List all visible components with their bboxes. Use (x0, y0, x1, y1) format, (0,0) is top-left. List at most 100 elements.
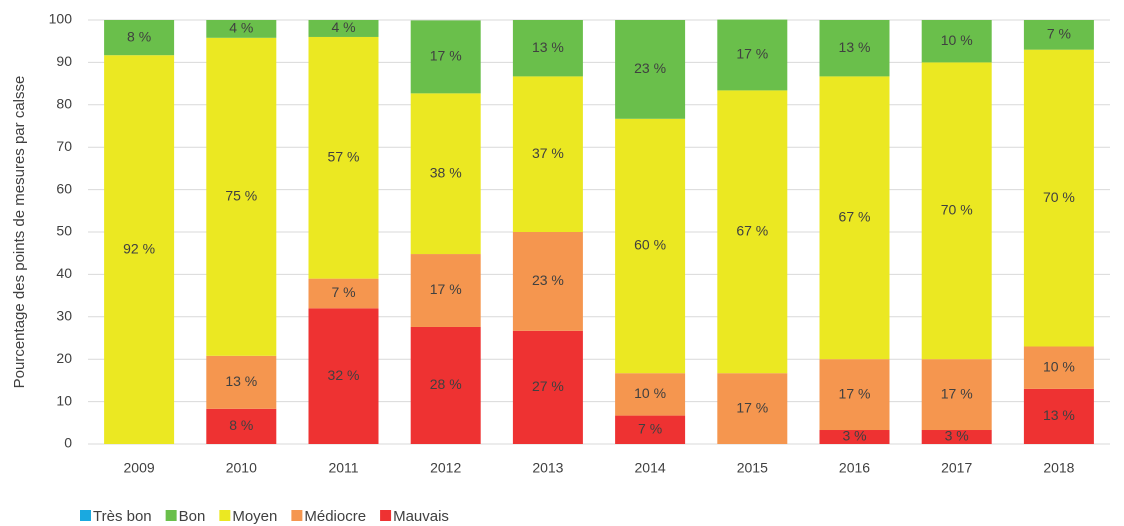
x-tick-label: 2009 (124, 460, 155, 476)
legend-swatch (291, 510, 303, 521)
bar-segment (1023, 49, 1094, 347)
bar-segment (717, 90, 788, 374)
bar-segment (1023, 346, 1094, 389)
bar-segment (410, 254, 481, 327)
y-axis-title: Pourcentage des points de mesures par ca… (11, 76, 28, 389)
x-tick-label: 2010 (226, 460, 257, 476)
bar-segment (104, 55, 175, 444)
legend-swatch (219, 510, 231, 521)
bar-segment (819, 76, 890, 360)
legend-label: Mauvais (393, 508, 449, 525)
data-label: 17 % (736, 46, 768, 62)
legend-label: Bon (179, 508, 206, 525)
legend-label: Médiocre (304, 508, 366, 525)
bar-segment (410, 326, 481, 444)
bar-segment (1023, 388, 1094, 444)
data-label: 10 % (634, 385, 666, 401)
y-tick-label: 70 (56, 138, 72, 154)
data-label: 7 % (638, 420, 662, 436)
data-label: 13 % (1043, 407, 1075, 423)
x-tick-label: 2016 (839, 460, 870, 476)
bar-segment (206, 20, 277, 38)
data-label: 4 % (229, 20, 253, 36)
bar-segment (308, 20, 379, 37)
data-label: 3 % (945, 428, 969, 444)
x-tick-label: 2015 (737, 460, 768, 476)
bar-segment (921, 430, 992, 444)
bar-segment (615, 373, 686, 416)
data-label: 13 % (532, 39, 564, 55)
bar-segment (512, 20, 583, 77)
legend-label: Très bon (93, 508, 152, 525)
bar-segment (512, 330, 583, 444)
bar-segment (308, 308, 379, 444)
legend-swatch (80, 510, 91, 521)
data-label: 17 % (736, 399, 768, 415)
data-label: 17 % (430, 281, 462, 297)
bar-segment (717, 19, 788, 91)
data-label: 13 % (839, 39, 871, 55)
bar-segment (206, 355, 277, 409)
data-label: 75 % (225, 188, 257, 204)
x-tick-label: 2014 (635, 460, 666, 476)
y-tick-label: 90 (56, 53, 72, 69)
y-tick-label: 40 (56, 265, 72, 281)
data-label: 10 % (941, 32, 973, 48)
bar-segment (512, 232, 583, 331)
y-tick-label: 50 (56, 223, 72, 239)
legend-swatch (380, 510, 392, 521)
y-tick-label: 0 (64, 435, 72, 451)
data-label: 37 % (532, 145, 564, 161)
bar-segment (410, 20, 481, 94)
bar-segment (308, 278, 379, 309)
legend-label: Moyen (232, 508, 277, 525)
data-label: 4 % (331, 19, 355, 35)
bar-segment (819, 359, 890, 431)
bar-segment (717, 373, 788, 444)
x-tick-label: 2013 (532, 460, 563, 476)
data-label: 67 % (736, 222, 768, 238)
data-label: 57 % (328, 149, 360, 165)
bar-segment (308, 36, 379, 279)
data-label: 32 % (328, 367, 360, 383)
data-label: 3 % (842, 428, 866, 444)
data-label: 27 % (532, 378, 564, 394)
y-tick-label: 10 (56, 392, 72, 408)
data-label: 17 % (430, 48, 462, 64)
data-label: 67 % (839, 208, 871, 224)
data-label: 28 % (430, 376, 462, 392)
bar-segment (819, 20, 890, 77)
y-tick-label: 60 (56, 180, 72, 196)
bar-segment (206, 37, 277, 356)
bar-segment (921, 20, 992, 63)
data-label: 8 % (127, 28, 151, 44)
data-label: 7 % (331, 284, 355, 300)
data-label: 38 % (430, 164, 462, 180)
data-label: 8 % (229, 417, 253, 433)
bar-segment (615, 20, 686, 119)
bar-segment (615, 415, 686, 444)
bar-segment (410, 93, 481, 255)
data-label: 10 % (1043, 358, 1075, 374)
x-tick-label: 2018 (1043, 460, 1074, 476)
y-tick-label: 30 (56, 308, 72, 324)
y-tick-label: 100 (49, 11, 73, 27)
bar-segment (819, 430, 890, 444)
bar-segment (921, 62, 992, 360)
data-label: 23 % (532, 272, 564, 288)
bar-segment (512, 76, 583, 232)
data-label: 70 % (1043, 189, 1075, 205)
bar-segment (104, 20, 175, 56)
data-label: 60 % (634, 237, 666, 253)
data-label: 23 % (634, 60, 666, 76)
bar-segment (206, 408, 277, 444)
data-label: 17 % (941, 385, 973, 401)
bar-segment (1023, 20, 1094, 50)
x-tick-label: 2011 (328, 460, 358, 476)
data-label: 13 % (225, 373, 257, 389)
legend-swatch (165, 510, 177, 521)
data-label: 92 % (123, 240, 155, 256)
x-tick-label: 2017 (941, 460, 972, 476)
data-label: 70 % (941, 202, 973, 218)
